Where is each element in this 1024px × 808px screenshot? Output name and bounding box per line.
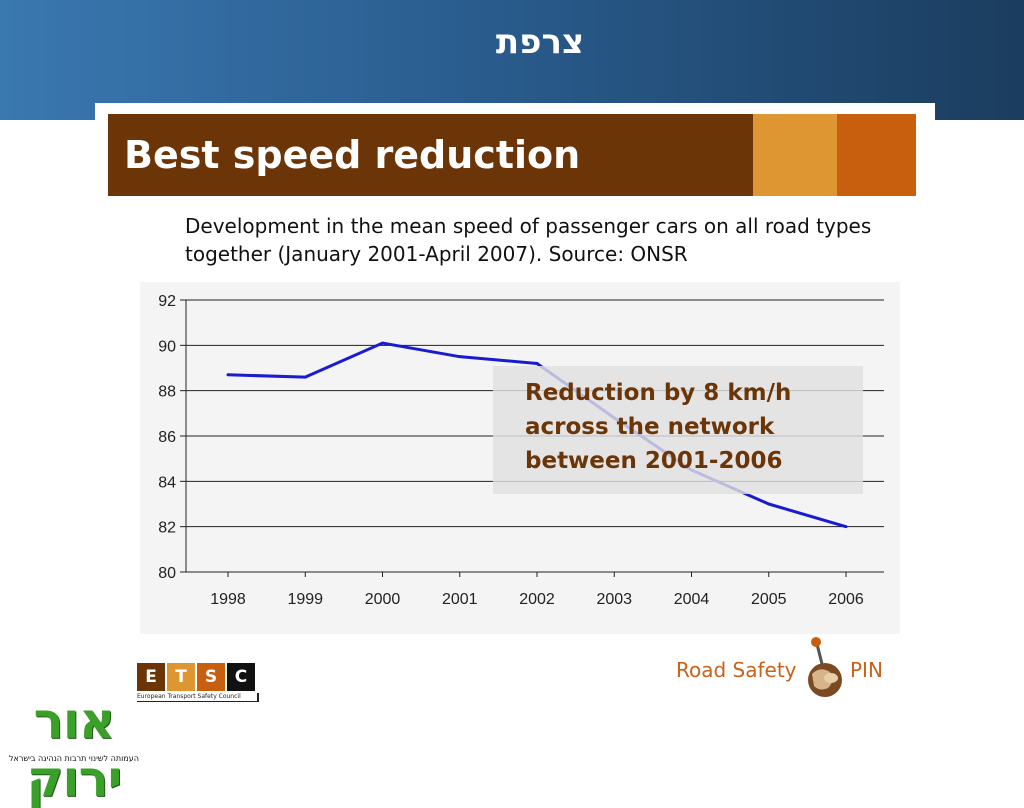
data-point [767,502,771,506]
data-point [844,525,848,529]
globe-pin-icon [808,637,842,697]
annotation-box: Reduction by 8 km/h across the network b… [493,366,863,494]
or-yarok-logo: אור ירוק העמותה לשינוי תרבות הנהיגה בישר… [0,692,148,808]
y-tick-label: 92 [158,293,176,310]
data-point [303,375,307,379]
data-point [458,355,462,359]
road-safety-pin-logo: Road Safety PIN [676,636,896,702]
chart-description: Development in the mean speed of passeng… [185,214,872,266]
etsc-letter-e: E [137,663,165,691]
annotation-line-2: across the network [525,414,775,440]
header-title: Best speed reduction [124,133,581,177]
etsc-letter-s: S [197,663,225,691]
annotation-line-3: between 2001-2006 [525,448,783,474]
x-tick-label: 2005 [751,591,787,608]
y-tick-label: 88 [158,384,176,401]
x-tick-label: 1998 [210,591,246,608]
y-tick-label: 84 [158,474,176,491]
y-tick-label: 86 [158,429,176,446]
etsc-letter-t: T [167,663,195,691]
x-tick-label: 2004 [674,591,710,608]
etsc-caption: European Transport Safety Council [137,693,259,702]
annotation-text: Reduction by 8 km/h across the network b… [525,376,855,478]
x-tick-label: 2006 [828,591,864,608]
y-tick-label: 80 [158,565,176,582]
x-tick-label: 2003 [596,591,632,608]
x-tick-label: 2002 [519,591,555,608]
header-accent-light [753,114,837,196]
slide-title: צרפת [495,22,585,62]
data-point [226,373,230,377]
y-tick-label: 90 [158,338,176,355]
x-tick-label: 1999 [287,591,323,608]
data-point [535,361,539,365]
data-point [381,341,384,345]
or-yarok-caption: העמותה לשינוי תרבות הנהיגה בישראל [9,754,139,763]
etsc-letter-c: C [227,663,255,691]
x-tick-label: 2001 [442,591,478,608]
x-tick-label: 2000 [365,591,401,608]
annotation-line-1: Reduction by 8 km/h [525,380,792,406]
pin-logo-left-text: Road Safety [676,658,797,682]
header-accent-dark [837,114,916,196]
pin-logo-right-text: PIN [850,658,883,682]
y-tick-label: 82 [158,520,176,537]
header-bar: Best speed reduction [108,114,753,196]
or-yarok-name: אור ירוק [26,692,123,808]
etsc-logo: E T S C European Transport Safety Counci… [137,663,259,702]
title-banner [0,0,1024,120]
